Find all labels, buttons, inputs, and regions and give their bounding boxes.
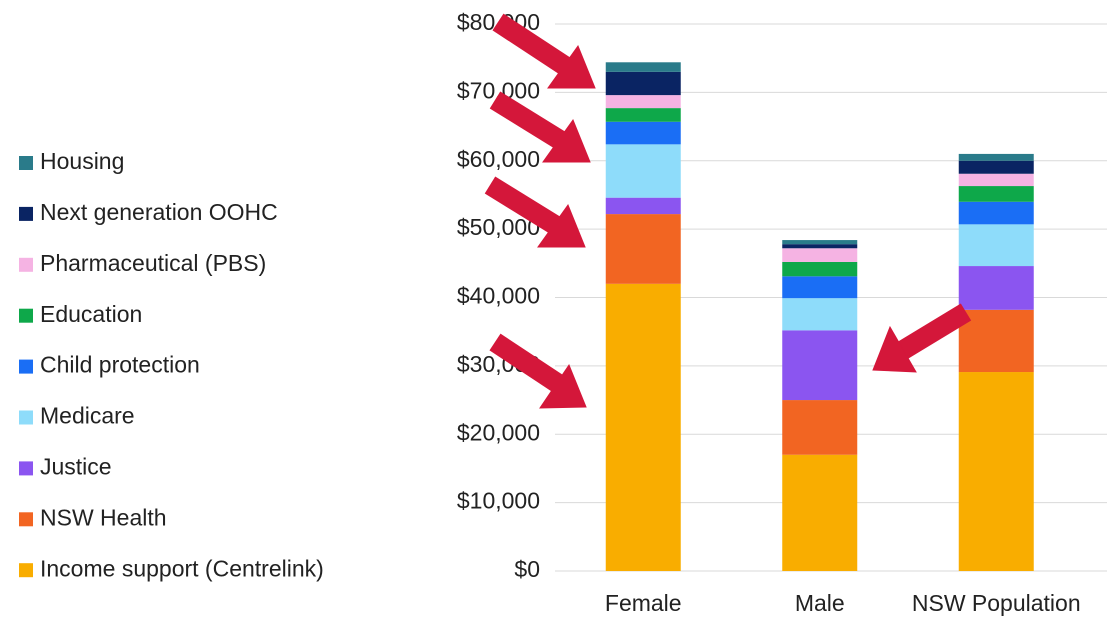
arrow-head (537, 203, 586, 248)
bar-segment (958, 224, 1034, 267)
y-tick-label: $60,000 (457, 146, 540, 172)
legend-swatch (19, 359, 33, 374)
bar-segment (958, 153, 1034, 161)
y-tick-label: $10,000 (457, 488, 540, 514)
legend-swatch (19, 563, 33, 578)
bar-segment (605, 197, 681, 215)
legend-label: Child protection (40, 352, 200, 378)
bar-segment (958, 186, 1034, 202)
bar-segment (605, 283, 681, 571)
arrow-head (542, 118, 591, 163)
bar-segment (782, 400, 858, 455)
legend-label: NSW Health (40, 504, 167, 530)
x-tick-label: NSW Population (912, 590, 1081, 616)
legend-label: Housing (40, 148, 124, 174)
y-tick-label: $40,000 (457, 283, 540, 309)
arrow (484, 176, 564, 236)
bar-segment (958, 173, 1034, 187)
arrow (489, 91, 569, 151)
arrow-head (539, 363, 587, 409)
legend-label: Next generation OOHC (40, 199, 278, 225)
bar-segment (605, 144, 681, 198)
bar-segment (605, 214, 681, 284)
bar-segment (958, 160, 1034, 174)
bar-segment (958, 309, 1034, 373)
annotation-arrows (484, 13, 972, 409)
bar-segment (782, 240, 858, 245)
bar-segment (958, 201, 1034, 225)
bar-segment (782, 276, 858, 299)
legend-label: Income support (Centrelink) (40, 555, 324, 581)
y-tick-label: $20,000 (457, 419, 540, 445)
bar-segment (782, 248, 858, 262)
arrow (492, 13, 574, 77)
arrow (894, 303, 972, 361)
legend-swatch (19, 156, 33, 170)
legend-label: Pharmaceutical (PBS) (40, 250, 266, 276)
y-tick-label: $0 (514, 556, 540, 582)
bar-segment (605, 62, 681, 72)
legend-swatch (19, 512, 33, 527)
x-tick-label: Male (795, 590, 845, 616)
bar-segment (605, 71, 681, 96)
bar-segment (958, 372, 1034, 571)
bar-segment (782, 330, 858, 401)
legend-swatch (19, 308, 33, 323)
bar-segment (605, 108, 681, 122)
legend-swatch (19, 257, 33, 272)
bar-segment (782, 298, 858, 331)
bar-segment (605, 121, 681, 145)
arrow-head (547, 44, 596, 89)
legend-swatch (19, 461, 33, 476)
legend-label: Medicare (40, 403, 135, 429)
arrow (489, 333, 566, 394)
legend-label: Education (40, 301, 142, 327)
bar-segment (958, 266, 1034, 310)
bar-segment (605, 95, 681, 109)
legend-swatch (19, 206, 33, 221)
bar-segment (782, 261, 858, 277)
bar-segment (782, 454, 858, 571)
arrow-head (872, 325, 917, 373)
bar-segment (782, 244, 858, 249)
legend-swatch (19, 410, 33, 425)
x-tick-label: Female (605, 590, 682, 616)
legend-label: Justice (40, 453, 112, 479)
